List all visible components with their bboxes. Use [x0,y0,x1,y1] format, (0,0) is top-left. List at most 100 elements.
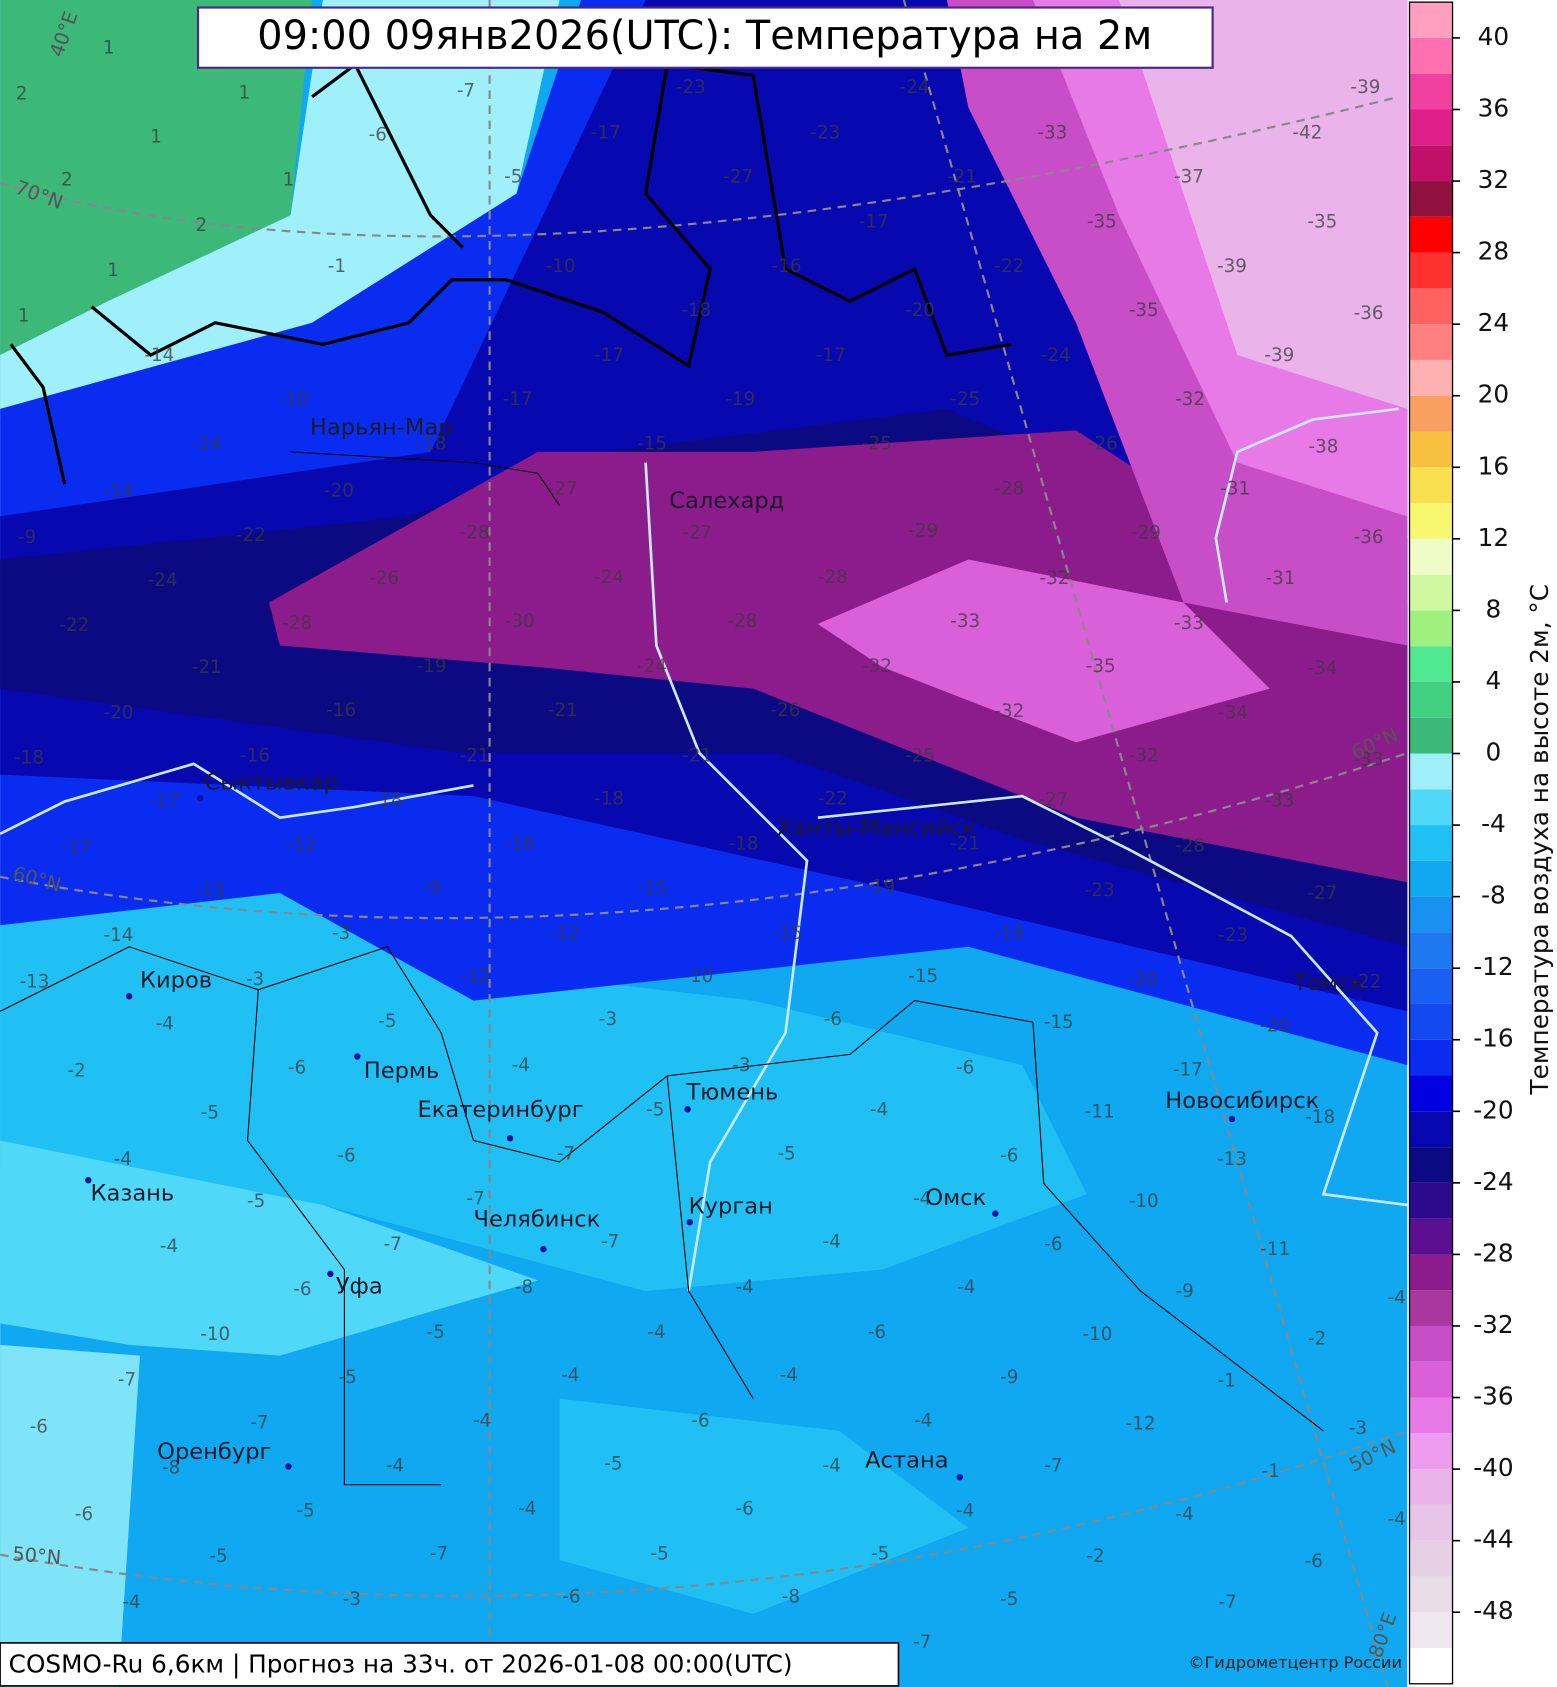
temperature-label: -16 [505,834,535,855]
temperature-label: -39 [1350,77,1380,98]
city-dot [85,1177,92,1184]
temperature-label: -6 [1000,1146,1018,1167]
temperature-label: -10 [546,256,576,277]
temperature-label: -33 [1354,750,1384,771]
temperature-label: -2 [1308,1328,1326,1349]
temperature-label: -6 [30,1417,48,1438]
temperature-label: -35 [1307,212,1337,233]
temperature-label: -35 [1129,300,1159,321]
temperature-label: -4 [870,1099,888,1120]
colorbar-band [1409,145,1453,182]
temperature-label: -5 [378,1011,396,1032]
city-label: Астана [865,1448,948,1474]
temperature-label: -6 [337,1146,355,1167]
temperature-label: -13 [1217,1149,1247,1170]
city-label: Курган [689,1194,773,1220]
colorbar-band [1409,1111,1453,1148]
temperature-label: -7 [467,1189,485,1210]
colorbar-band [1409,610,1453,647]
temperature-label: -17 [150,791,180,812]
city-label: Новосибирск [1165,1088,1319,1114]
temperature-label: -17 [503,389,533,410]
temperature-label: -21 [548,700,578,721]
temperature-label: -17 [591,122,621,143]
colorbar-band [1409,1147,1453,1183]
temperature-label: -20 [1128,969,1158,990]
colorbar-tick-label: 24 [1478,308,1509,337]
colorbar-band [1409,109,1453,146]
temperature-label: -7 [250,1412,268,1433]
city-label: Казань [90,1181,174,1207]
colorbar-tick-label: -44 [1473,1525,1513,1554]
city-label: Киров [140,968,212,994]
colorbar-tick-label: -48 [1473,1596,1513,1625]
city-dot [327,1270,334,1278]
city-dot [686,1218,693,1226]
temperature-label: -1 [1262,1461,1280,1482]
temperature-label: -11 [1085,1101,1115,1122]
temperature-label: -25 [905,745,935,766]
temperature-label: -7 [430,1544,448,1565]
temperature-label: -27 [1038,789,1068,810]
colorbar-band [1409,503,1453,539]
colorbar-band [1409,1039,1453,1076]
temperature-label: -21 [192,657,222,678]
temperature-label: -4 [914,1410,932,1431]
city-dot [506,1135,514,1142]
temperature-label: 2 [61,170,73,191]
temperature-label: -19 [417,656,447,677]
temperature-label: -5 [338,1367,356,1388]
temperature-label: -1 [328,256,346,277]
temperature-label: -23 [1218,925,1248,946]
colorbar-band [1409,73,1453,110]
temperature-label: -5 [650,1544,668,1565]
temperature-label: -12 [550,923,580,944]
temperature-label: -11 [1260,1239,1290,1260]
temperature-label: -5 [201,1103,219,1124]
temperature-label: -7 [1219,1592,1237,1613]
temperature-label: -35 [1086,656,1116,677]
temperature-label: -3 [1349,1418,1367,1439]
colorbar-band [1409,1433,1453,1470]
city-dot [992,1210,999,1217]
temperature-label: -4 [956,1501,974,1522]
temperature-label: -25 [862,433,892,454]
temperature-label: -16 [772,256,802,277]
title-box [196,6,1214,69]
colorbar-band [1409,1647,1453,1684]
temperature-label: -2 [67,1061,85,1082]
temperature-label: 2 [195,215,207,236]
temperature-label: -28 [994,479,1024,500]
temperature-label: -28 [282,613,312,634]
temperature-label: -36 [1354,527,1384,548]
temperature-label: -10 [1129,1191,1159,1212]
temperature-label: -17 [816,345,846,366]
colorbar-tick-label: 20 [1478,380,1509,409]
temperature-label: -10 [683,966,713,987]
temperature-label: -30 [505,611,535,632]
temperature-label: -4 [1387,1509,1405,1530]
temperature-label: -31 [1265,568,1295,589]
colorbar-band [1409,538,1453,575]
colorbar-band [1409,1182,1453,1219]
temperature-label: -18 [594,788,624,809]
temperature-label: -3 [599,1009,617,1030]
temperature-label: -4 [735,1277,753,1298]
temperature-label: -19 [865,877,895,898]
temperature-label: -4 [160,1236,178,1257]
colorbar-band [1409,574,1453,611]
temperature-label: -12 [1126,1413,1156,1434]
temperature-label: -6 [735,1498,753,1519]
temperature-label: -17 [62,837,92,858]
temperature-label: -21 [682,745,712,766]
temperature-label: -13 [195,880,225,901]
temperature-label: -13 [20,971,50,992]
temperature-label: -4 [473,1410,491,1431]
temperature-label: 1 [18,305,30,326]
city-label: Пермь [364,1058,440,1084]
temperature-label: -9 [422,878,440,899]
temperature-label: -37 [1174,167,1204,188]
temperature-label: -17 [859,212,889,233]
colorbar-band [1409,717,1453,754]
